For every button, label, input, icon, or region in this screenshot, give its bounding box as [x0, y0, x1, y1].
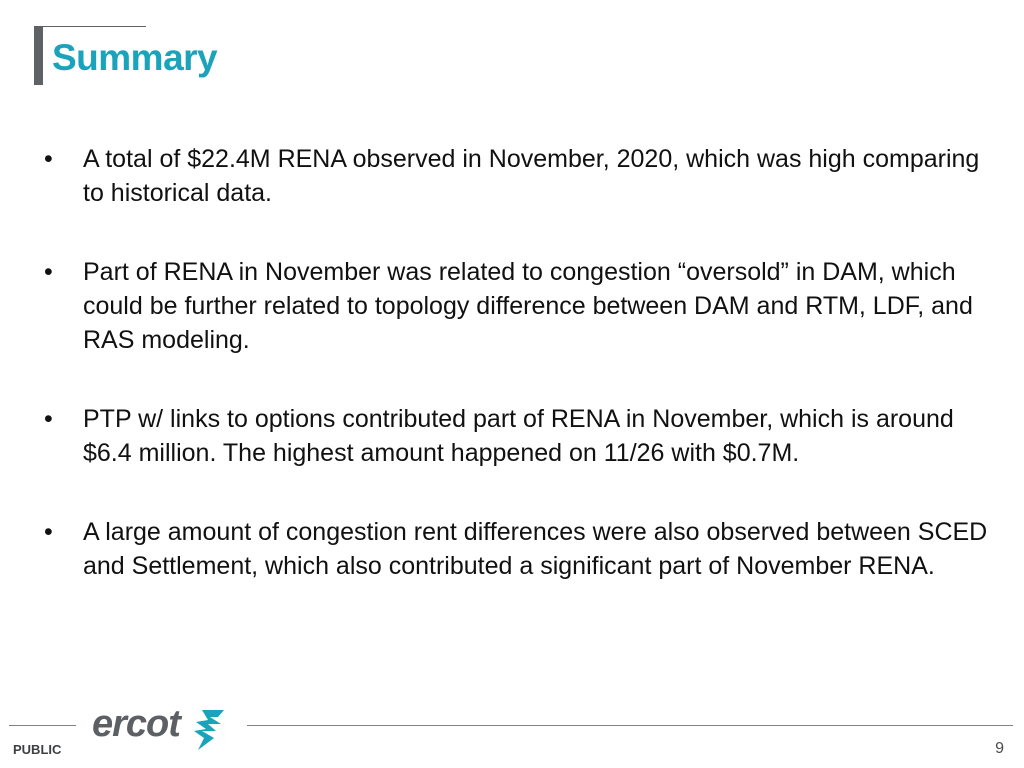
- bullet-list: • A total of $22.4M RENA observed in Nov…: [40, 142, 1000, 628]
- logo-wordmark: ercot: [92, 703, 182, 745]
- bullet-item: • PTP w/ links to options contributed pa…: [40, 402, 1000, 470]
- bullet-text: A total of $22.4M RENA observed in Novem…: [83, 145, 980, 207]
- footer-divider-left: [9, 725, 76, 726]
- bullet-item: • Part of RENA in November was related t…: [40, 255, 1000, 357]
- bullet-dot: •: [44, 518, 53, 546]
- bullet-dot: •: [44, 258, 53, 286]
- classification-label: PUBLIC: [13, 742, 62, 757]
- page-number: 9: [995, 740, 1004, 757]
- bullet-dot: •: [44, 405, 53, 433]
- bullet-dot: •: [44, 145, 53, 173]
- footer-divider-right: [247, 725, 1013, 726]
- title-accent-line: [43, 26, 146, 27]
- ercot-logo: ercot: [92, 703, 224, 750]
- page-title: Summary: [52, 37, 218, 78]
- bullet-text: A large amount of congestion rent differ…: [83, 518, 988, 580]
- bullet-item: • A total of $22.4M RENA observed in Nov…: [40, 142, 1000, 210]
- title-accent: [34, 26, 146, 85]
- bullet-text: Part of RENA in November was related to …: [83, 258, 973, 354]
- title-accent-bar: [34, 26, 43, 85]
- bullet-text: PTP w/ links to options contributed part…: [83, 405, 954, 467]
- lightning-mark-icon: [194, 710, 224, 750]
- bullet-item: • A large amount of congestion rent diff…: [40, 515, 1000, 583]
